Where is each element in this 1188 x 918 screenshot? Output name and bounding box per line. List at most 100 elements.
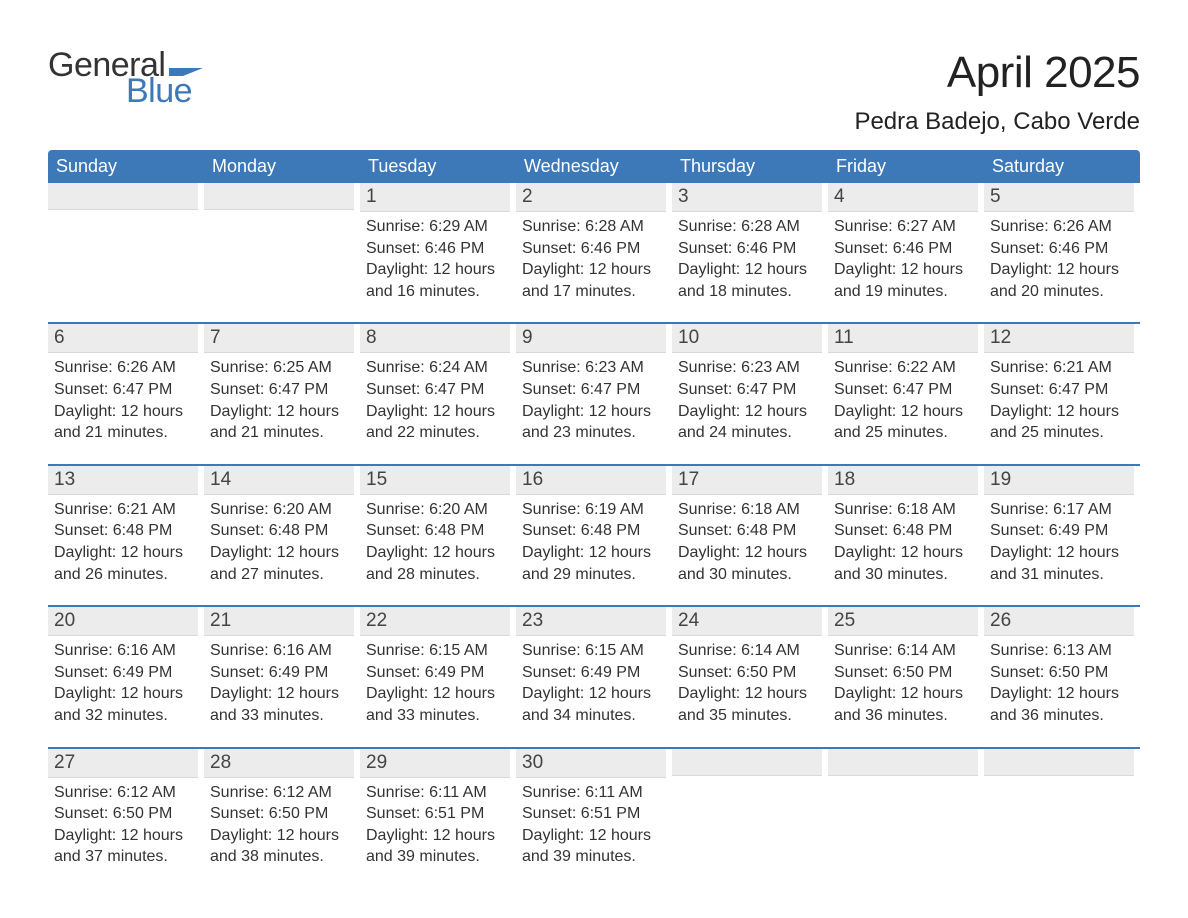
day-body: Sunrise: 6:16 AMSunset: 6:49 PMDaylight:… [48, 636, 198, 726]
day-body: Sunrise: 6:12 AMSunset: 6:50 PMDaylight:… [48, 778, 198, 868]
daylight-line-2: and 25 minutes. [834, 422, 978, 444]
sunrise-line: Sunrise: 6:23 AM [522, 357, 666, 379]
day-number-band: 18 [828, 466, 978, 495]
daylight-line-1: Daylight: 12 hours [678, 259, 822, 281]
day-cell: 8Sunrise: 6:24 AMSunset: 6:47 PMDaylight… [360, 324, 516, 449]
daylight-line-1: Daylight: 12 hours [522, 542, 666, 564]
day-body: Sunrise: 6:18 AMSunset: 6:48 PMDaylight:… [672, 495, 822, 585]
day-number-band: 22 [360, 607, 510, 636]
daylight-line-1: Daylight: 12 hours [678, 401, 822, 423]
sunset-line: Sunset: 6:50 PM [54, 803, 198, 825]
day-cell [828, 749, 984, 874]
sunrise-line: Sunrise: 6:24 AM [366, 357, 510, 379]
day-number-band: 30 [516, 749, 666, 778]
weekday-header-cell: Sunday [48, 150, 204, 183]
day-cell: 13Sunrise: 6:21 AMSunset: 6:48 PMDayligh… [48, 466, 204, 591]
daylight-line-2: and 25 minutes. [990, 422, 1134, 444]
daylight-line-2: and 29 minutes. [522, 564, 666, 586]
day-number-band: 29 [360, 749, 510, 778]
day-number-band: 19 [984, 466, 1134, 495]
sunset-line: Sunset: 6:47 PM [366, 379, 510, 401]
day-body: Sunrise: 6:23 AMSunset: 6:47 PMDaylight:… [516, 353, 666, 443]
sunset-line: Sunset: 6:50 PM [678, 662, 822, 684]
sunrise-line: Sunrise: 6:18 AM [834, 499, 978, 521]
daylight-line-1: Daylight: 12 hours [522, 259, 666, 281]
daylight-line-1: Daylight: 12 hours [366, 683, 510, 705]
sunrise-line: Sunrise: 6:28 AM [678, 216, 822, 238]
daylight-line-1: Daylight: 12 hours [366, 401, 510, 423]
daylight-line-1: Daylight: 12 hours [210, 683, 354, 705]
sunrise-line: Sunrise: 6:27 AM [834, 216, 978, 238]
day-body: Sunrise: 6:18 AMSunset: 6:48 PMDaylight:… [828, 495, 978, 585]
daylight-line-2: and 34 minutes. [522, 705, 666, 727]
sunset-line: Sunset: 6:46 PM [834, 238, 978, 260]
day-body: Sunrise: 6:11 AMSunset: 6:51 PMDaylight:… [516, 778, 666, 868]
daylight-line-2: and 24 minutes. [678, 422, 822, 444]
daylight-line-1: Daylight: 12 hours [990, 683, 1134, 705]
day-number-band: 10 [672, 324, 822, 353]
day-body: Sunrise: 6:14 AMSunset: 6:50 PMDaylight:… [828, 636, 978, 726]
sunset-line: Sunset: 6:51 PM [366, 803, 510, 825]
sunset-line: Sunset: 6:46 PM [522, 238, 666, 260]
daylight-line-2: and 30 minutes. [834, 564, 978, 586]
day-number-band: 27 [48, 749, 198, 778]
day-body: Sunrise: 6:12 AMSunset: 6:50 PMDaylight:… [204, 778, 354, 868]
day-cell: 9Sunrise: 6:23 AMSunset: 6:47 PMDaylight… [516, 324, 672, 449]
day-cell: 14Sunrise: 6:20 AMSunset: 6:48 PMDayligh… [204, 466, 360, 591]
sunrise-line: Sunrise: 6:20 AM [366, 499, 510, 521]
day-body: Sunrise: 6:16 AMSunset: 6:49 PMDaylight:… [204, 636, 354, 726]
sunset-line: Sunset: 6:51 PM [522, 803, 666, 825]
day-number-band: 23 [516, 607, 666, 636]
day-number-band: 4 [828, 183, 978, 212]
daylight-line-1: Daylight: 12 hours [54, 683, 198, 705]
day-number-band: 7 [204, 324, 354, 353]
day-number-band: 6 [48, 324, 198, 353]
daylight-line-1: Daylight: 12 hours [834, 683, 978, 705]
daylight-line-2: and 30 minutes. [678, 564, 822, 586]
daylight-line-1: Daylight: 12 hours [834, 401, 978, 423]
sunset-line: Sunset: 6:49 PM [366, 662, 510, 684]
daylight-line-2: and 36 minutes. [834, 705, 978, 727]
day-number-band: 14 [204, 466, 354, 495]
day-cell: 15Sunrise: 6:20 AMSunset: 6:48 PMDayligh… [360, 466, 516, 591]
day-cell: 28Sunrise: 6:12 AMSunset: 6:50 PMDayligh… [204, 749, 360, 874]
day-body: Sunrise: 6:26 AMSunset: 6:47 PMDaylight:… [48, 353, 198, 443]
day-cell: 17Sunrise: 6:18 AMSunset: 6:48 PMDayligh… [672, 466, 828, 591]
sunrise-line: Sunrise: 6:26 AM [990, 216, 1134, 238]
day-number-band [204, 183, 354, 210]
day-number-band: 16 [516, 466, 666, 495]
daylight-line-2: and 20 minutes. [990, 281, 1134, 303]
day-body: Sunrise: 6:11 AMSunset: 6:51 PMDaylight:… [360, 778, 510, 868]
day-number-band: 20 [48, 607, 198, 636]
daylight-line-1: Daylight: 12 hours [366, 542, 510, 564]
daylight-line-1: Daylight: 12 hours [990, 259, 1134, 281]
day-cell: 18Sunrise: 6:18 AMSunset: 6:48 PMDayligh… [828, 466, 984, 591]
sunset-line: Sunset: 6:47 PM [834, 379, 978, 401]
sunset-line: Sunset: 6:46 PM [366, 238, 510, 260]
day-number-band: 21 [204, 607, 354, 636]
sunset-line: Sunset: 6:47 PM [522, 379, 666, 401]
day-cell: 11Sunrise: 6:22 AMSunset: 6:47 PMDayligh… [828, 324, 984, 449]
day-cell: 5Sunrise: 6:26 AMSunset: 6:46 PMDaylight… [984, 183, 1140, 308]
day-number-band: 13 [48, 466, 198, 495]
logo-word-2: Blue [126, 74, 203, 108]
sunrise-line: Sunrise: 6:26 AM [54, 357, 198, 379]
sunrise-line: Sunrise: 6:13 AM [990, 640, 1134, 662]
sunrise-line: Sunrise: 6:18 AM [678, 499, 822, 521]
sunrise-line: Sunrise: 6:22 AM [834, 357, 978, 379]
day-body: Sunrise: 6:14 AMSunset: 6:50 PMDaylight:… [672, 636, 822, 726]
day-number-band: 25 [828, 607, 978, 636]
day-cell: 27Sunrise: 6:12 AMSunset: 6:50 PMDayligh… [48, 749, 204, 874]
day-number-band: 1 [360, 183, 510, 212]
daylight-line-2: and 33 minutes. [210, 705, 354, 727]
day-cell: 19Sunrise: 6:17 AMSunset: 6:49 PMDayligh… [984, 466, 1140, 591]
weekday-header-cell: Tuesday [360, 150, 516, 183]
sunrise-line: Sunrise: 6:25 AM [210, 357, 354, 379]
day-number-band [984, 749, 1134, 776]
logo: General Blue [48, 48, 203, 108]
week-row: 1Sunrise: 6:29 AMSunset: 6:46 PMDaylight… [48, 183, 1140, 308]
sunset-line: Sunset: 6:46 PM [990, 238, 1134, 260]
day-cell: 4Sunrise: 6:27 AMSunset: 6:46 PMDaylight… [828, 183, 984, 308]
sunrise-line: Sunrise: 6:14 AM [678, 640, 822, 662]
day-number-band: 3 [672, 183, 822, 212]
